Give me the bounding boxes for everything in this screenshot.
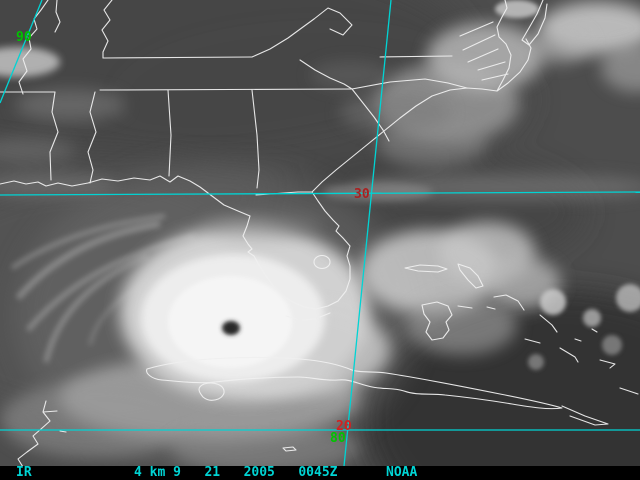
isla-juventud	[198, 382, 225, 401]
hurricane-cdo	[120, 224, 390, 400]
latitude-30-line	[0, 191, 640, 196]
northwest-clouds	[0, 47, 125, 197]
map-overlay	[0, 0, 639, 467]
border-ga-sc	[351, 88, 390, 142]
border-tn-south	[99, 88, 353, 91]
ir-satellite-image: 90 30 20 80	[0, 0, 640, 467]
border-nc-sc	[351, 78, 468, 90]
cayman-island	[282, 446, 297, 452]
channel-label: IR	[16, 465, 32, 480]
coastline-gulf-florida-atlantic	[0, 38, 532, 310]
latitude-20-label: 20	[336, 419, 352, 434]
border-tx-la	[49, 91, 59, 181]
border-al-ga	[251, 89, 260, 189]
image-info-text: 4 km 9 21 2005 0045Z	[134, 465, 338, 480]
agency-label: NOAA	[386, 465, 418, 480]
longitude-90-label: 90	[16, 30, 32, 45]
delmarva-peninsula	[521, 0, 548, 46]
longitude-80-label: 80	[330, 431, 346, 446]
border-ms-al	[167, 89, 172, 177]
border-ky-va	[251, 18, 315, 58]
border-va-nc	[379, 55, 453, 58]
bahamas-outlines	[404, 263, 639, 395]
yucatan-coast	[17, 400, 67, 467]
ohio-river	[101, 0, 113, 59]
border-ky-tn	[102, 56, 253, 59]
border-la-ms-river	[87, 91, 97, 184]
lake-okeechobee	[313, 254, 331, 270]
virginia-rivers	[459, 21, 509, 81]
longitude-90-line	[0, 0, 43, 104]
status-bar: IR 4 km 9 21 2005 0045Z NOAA	[0, 466, 640, 480]
mississippi-river-upper	[18, 0, 49, 95]
hurricane-eye	[222, 321, 240, 335]
longitude-80-line	[343, 0, 392, 467]
latitude-30-label: 30	[354, 187, 370, 202]
border-tn-nc	[299, 59, 353, 90]
latlon-grid	[0, 0, 640, 467]
cloud-field	[0, 0, 640, 467]
cuba-east-tip	[561, 405, 609, 426]
border-il-in	[54, 0, 61, 33]
florida-keys	[285, 312, 331, 321]
northeast-clouds	[310, 0, 640, 167]
border-wv	[313, 7, 353, 36]
cuba-outline	[146, 356, 563, 410]
